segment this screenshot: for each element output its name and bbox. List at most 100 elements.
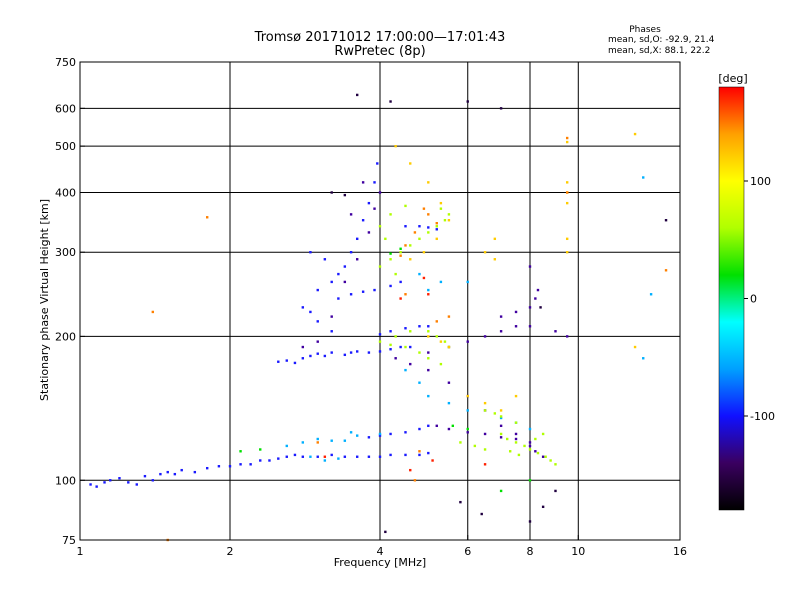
data-point — [642, 357, 645, 360]
y-tick-label: 750 — [55, 56, 76, 69]
data-point — [536, 451, 540, 455]
data-point — [541, 455, 545, 458]
data-point — [447, 401, 451, 405]
data-point — [642, 176, 645, 179]
data-point — [633, 132, 637, 136]
data-point — [534, 450, 537, 453]
data-point — [367, 201, 371, 205]
data-point — [378, 434, 382, 437]
data-point — [413, 231, 417, 234]
data-point — [541, 505, 545, 509]
data-point — [418, 237, 421, 241]
x-tick-label: 6 — [464, 545, 471, 558]
data-point — [499, 416, 503, 420]
data-point — [435, 424, 438, 428]
data-point — [151, 479, 155, 482]
data-point — [389, 453, 392, 457]
data-point — [259, 448, 262, 451]
data-point — [404, 225, 407, 228]
data-point — [499, 107, 503, 110]
data-point — [349, 251, 353, 254]
data-point — [565, 237, 569, 241]
data-point — [554, 489, 557, 493]
data-point — [447, 381, 451, 384]
y-axis-ticks: 75 100 200 300 400 500 600 750 — [55, 56, 85, 547]
data-point — [399, 345, 402, 349]
data-point — [361, 290, 365, 293]
data-point — [427, 394, 430, 398]
data-point — [528, 265, 532, 268]
data-point — [418, 351, 421, 354]
data-point — [316, 352, 319, 355]
chart-header: Tromsø 20171012 17:00:00—17:01:43 RwPret… — [254, 25, 715, 59]
data-point — [499, 409, 503, 412]
data-point — [427, 357, 430, 360]
data-point — [316, 455, 319, 458]
data-point — [483, 409, 487, 412]
data-point — [228, 465, 232, 468]
data-point — [316, 441, 319, 444]
data-point — [373, 207, 376, 210]
data-point — [285, 359, 288, 362]
data-point — [473, 444, 477, 448]
chart-subtitle: RwPretec (8p) — [334, 44, 425, 59]
data-point — [499, 415, 503, 418]
data-point — [378, 333, 382, 336]
data-point — [528, 325, 532, 328]
data-point — [309, 354, 312, 358]
data-point — [418, 381, 421, 384]
data-point — [480, 512, 483, 516]
x-tick-label: 1 — [77, 545, 84, 558]
data-point — [389, 213, 392, 216]
data-point — [285, 444, 288, 448]
data-point — [422, 251, 426, 254]
data-points — [89, 93, 668, 542]
data-point — [349, 431, 353, 434]
data-point — [389, 432, 392, 436]
x-tick-label: 8 — [527, 545, 534, 558]
data-point — [409, 258, 412, 261]
data-point — [349, 351, 353, 354]
data-point — [323, 455, 327, 458]
data-point — [293, 453, 297, 457]
data-point — [447, 427, 451, 431]
y-tick-label: 100 — [55, 474, 76, 487]
data-point — [355, 258, 359, 261]
data-point — [323, 354, 327, 358]
data-point — [103, 481, 106, 484]
data-point — [205, 216, 209, 219]
data-point — [549, 459, 552, 462]
data-point — [435, 237, 438, 241]
data-point — [378, 350, 382, 353]
data-point — [534, 437, 537, 441]
data-point — [259, 459, 262, 462]
data-point — [404, 368, 407, 372]
data-point — [483, 448, 487, 451]
data-point — [466, 394, 469, 398]
data-point — [539, 306, 542, 309]
x-axis-label: Frequency [MHz] — [334, 556, 426, 569]
y-tick-label: 600 — [55, 102, 76, 115]
data-point — [239, 463, 242, 466]
data-point — [427, 351, 430, 354]
data-point — [323, 258, 327, 261]
data-point — [389, 284, 392, 288]
data-point — [483, 401, 487, 405]
data-point — [435, 222, 438, 225]
x-tick-label: 2 — [227, 545, 234, 558]
data-point — [355, 237, 359, 241]
data-point — [483, 432, 487, 436]
data-point — [466, 280, 469, 284]
data-point — [343, 193, 347, 197]
data-point — [427, 226, 430, 229]
data-point — [301, 306, 305, 309]
data-point — [528, 427, 532, 431]
data-point — [316, 288, 319, 292]
data-point — [499, 330, 503, 333]
data-point — [394, 335, 397, 338]
data-point — [528, 520, 532, 523]
data-point — [514, 437, 518, 441]
data-point — [427, 293, 430, 296]
y-tick-label: 200 — [55, 330, 76, 343]
data-point — [528, 448, 532, 451]
